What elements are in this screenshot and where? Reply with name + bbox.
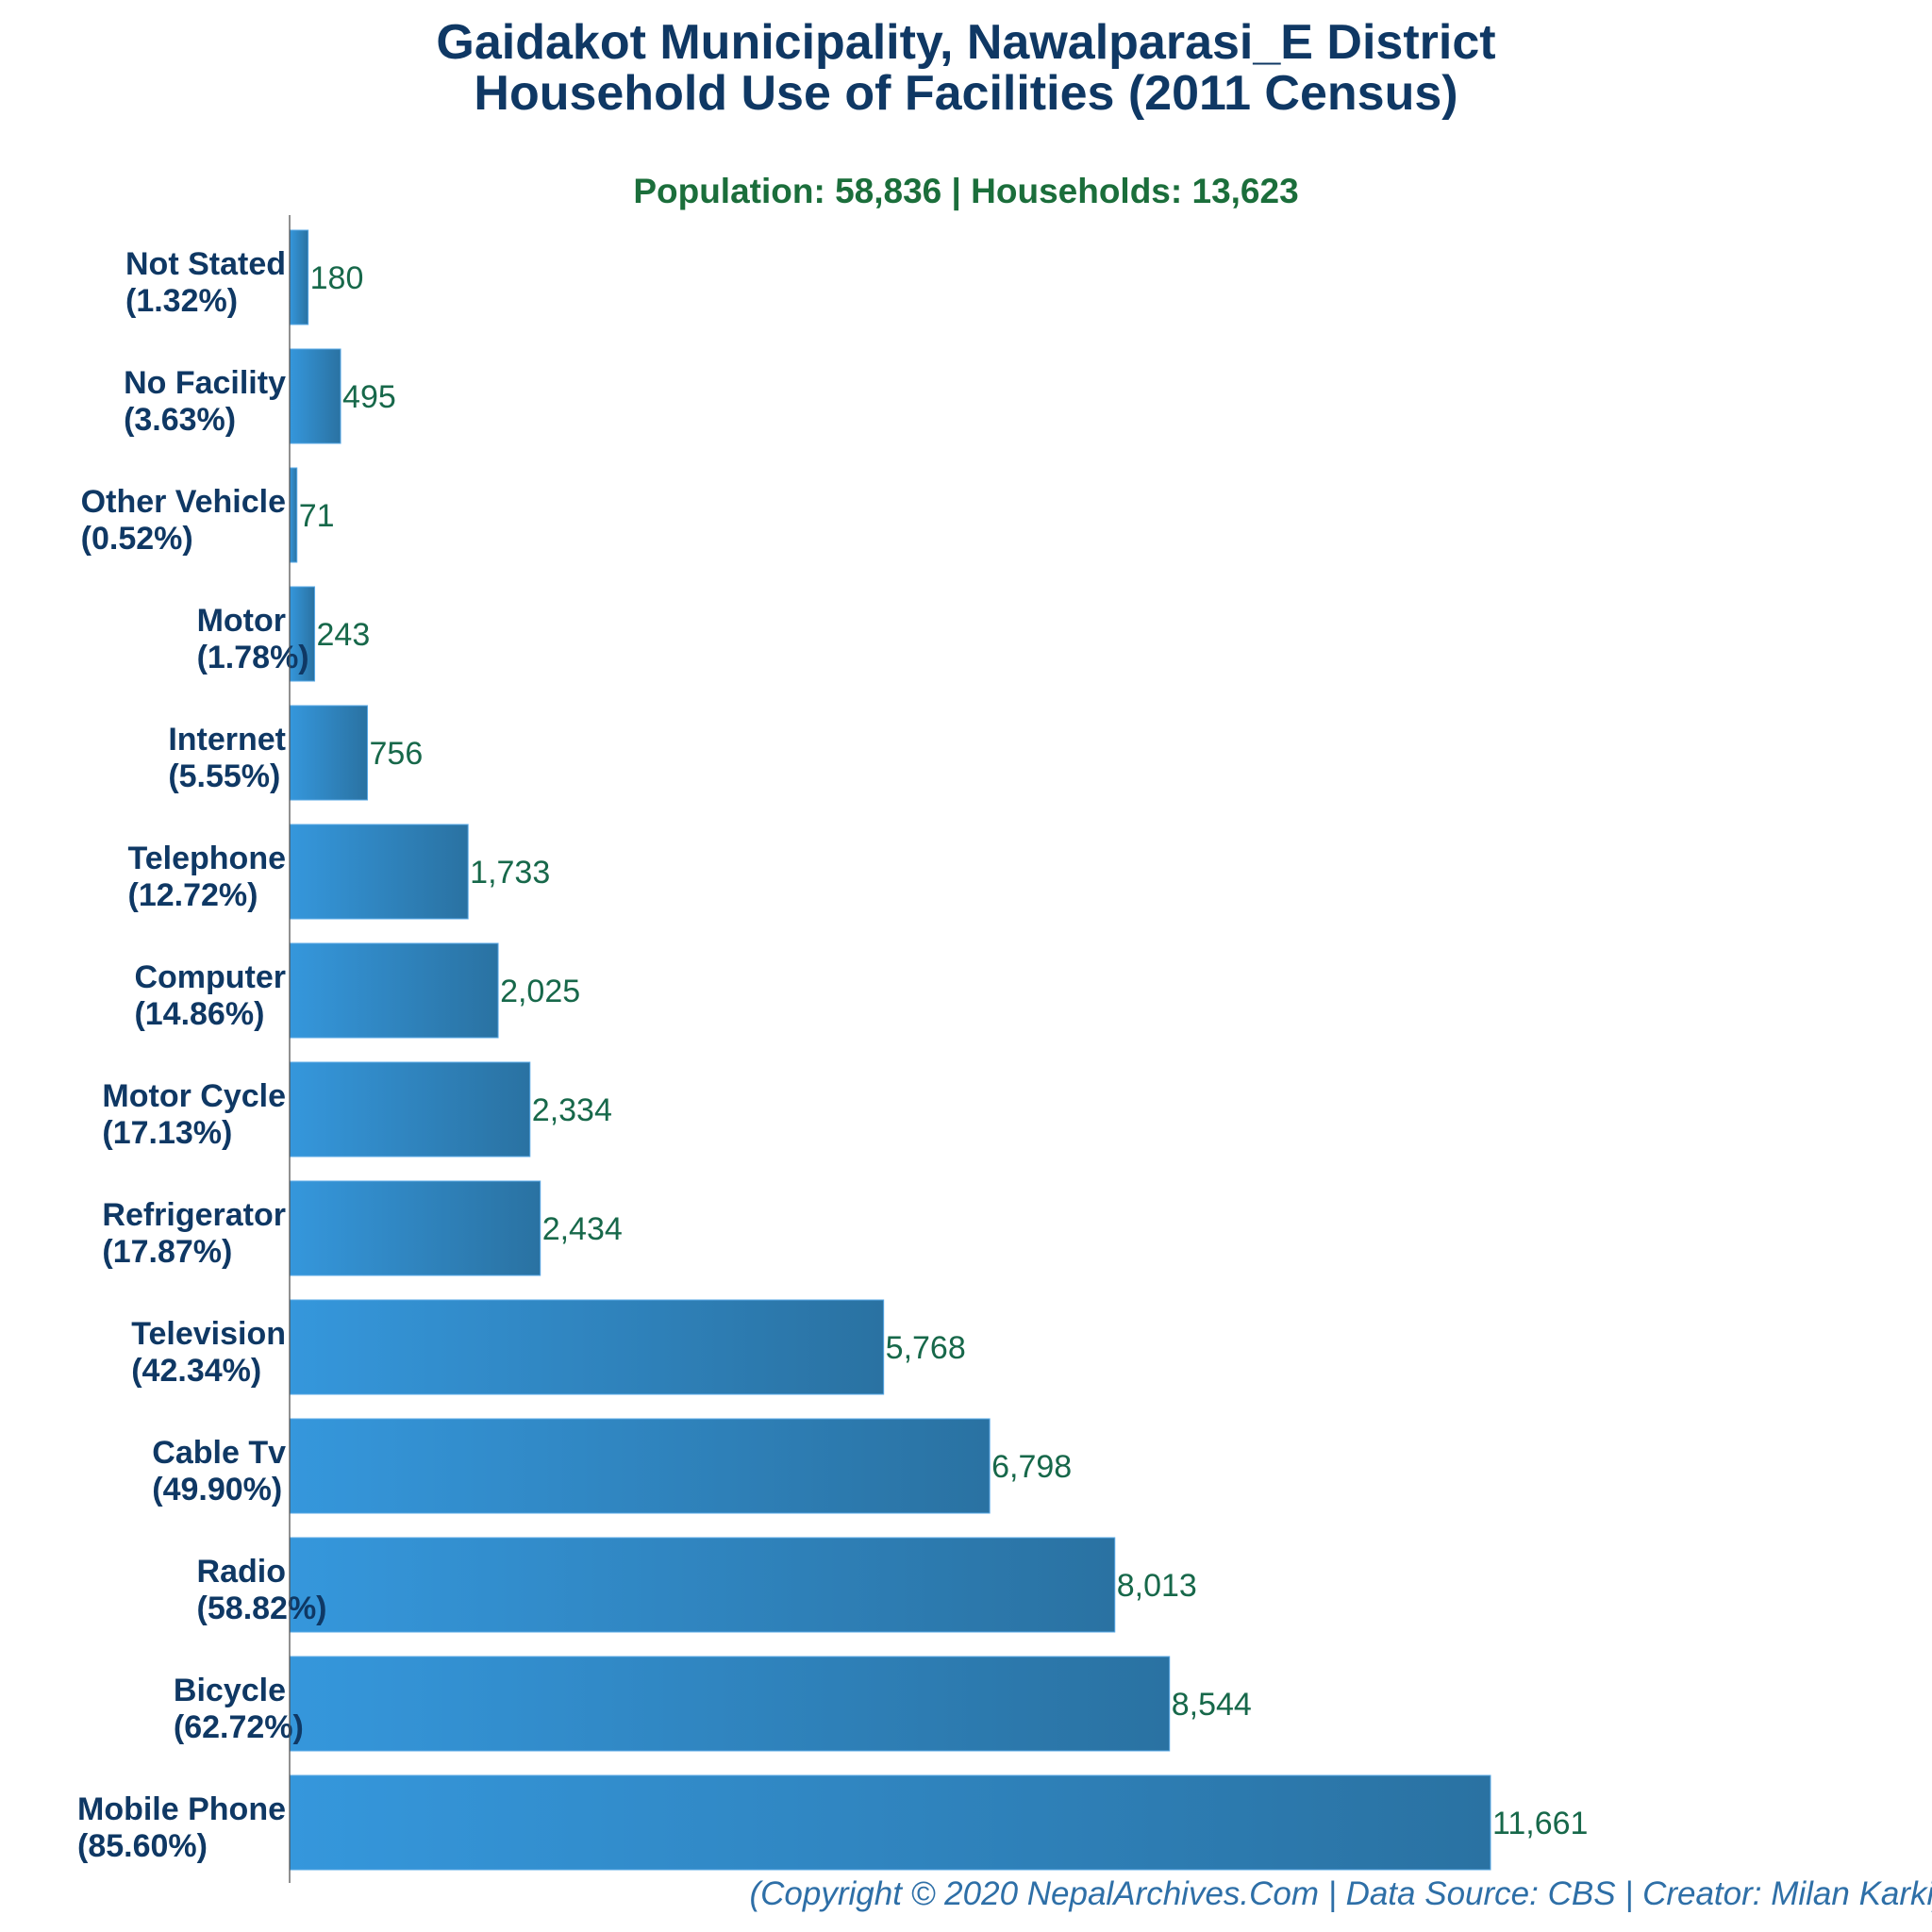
- bar-motor: [289, 586, 316, 682]
- bar-motor-cycle: [289, 1061, 531, 1158]
- bar-other-vehicle: [289, 467, 298, 563]
- bar-internet: [289, 705, 369, 801]
- category-label: Telephone: [128, 841, 287, 876]
- bar-cable-tv: [289, 1418, 991, 1514]
- percent-label: (17.87%): [102, 1234, 232, 1270]
- category-label: Computer: [134, 959, 286, 995]
- chart-subtitle: Population: 58,836 | Households: 13,623: [633, 172, 1299, 210]
- bar-computer: [289, 942, 499, 1039]
- category-label: Cable Tv: [152, 1435, 286, 1471]
- bar-television: [289, 1299, 885, 1395]
- category-label: No Facility: [124, 365, 286, 401]
- percent-label: (0.52%): [81, 521, 193, 557]
- value-label: 495: [342, 379, 396, 415]
- value-label: 2,334: [532, 1092, 612, 1128]
- value-label: 8,544: [1172, 1687, 1252, 1723]
- value-label: 243: [317, 617, 371, 653]
- chart-title: Gaidakot Municipality, Nawalparasi_E Dis…: [0, 17, 1932, 119]
- category-label: Internet: [168, 722, 286, 758]
- percent-label: (42.34%): [131, 1353, 261, 1389]
- value-label: 6,798: [991, 1449, 1072, 1485]
- percent-label: (49.90%): [152, 1472, 282, 1507]
- footer-credit: (Copyright © 2020 NepalArchives.Com | Da…: [749, 1875, 1932, 1912]
- category-label: Other Vehicle: [81, 484, 286, 520]
- category-label: Not Stated: [125, 246, 286, 282]
- value-label: 11,661: [1492, 1806, 1588, 1841]
- value-label: 5,768: [886, 1330, 966, 1366]
- title-line-2: Household Use of Facilities (2011 Census…: [474, 66, 1458, 121]
- value-label: 2,434: [542, 1211, 623, 1247]
- percent-label: (3.63%): [124, 402, 236, 438]
- value-label: 1,733: [470, 855, 550, 891]
- bar-bicycle: [289, 1656, 1171, 1752]
- category-label: Television: [131, 1316, 286, 1352]
- percent-label: (1.32%): [125, 283, 238, 319]
- percent-label: (62.72%): [174, 1709, 304, 1745]
- title-line-1: Gaidakot Municipality, Nawalparasi_E Dis…: [436, 15, 1496, 70]
- category-label: Motor: [197, 603, 286, 639]
- value-label: 8,013: [1117, 1568, 1197, 1604]
- bar-telephone: [289, 824, 469, 920]
- value-label: 71: [299, 498, 335, 534]
- percent-label: (58.82%): [197, 1591, 327, 1626]
- percent-label: (85.60%): [77, 1828, 208, 1864]
- bar-mobile-phone: [289, 1774, 1491, 1871]
- category-label: Bicycle: [174, 1673, 286, 1708]
- category-label: Radio: [197, 1554, 286, 1590]
- value-label: 756: [370, 736, 424, 772]
- bar-not-stated: [289, 229, 309, 325]
- bar-no-facility: [289, 348, 341, 444]
- percent-label: (5.55%): [168, 758, 280, 794]
- value-label: 180: [310, 260, 364, 296]
- value-label: 2,025: [500, 974, 580, 1009]
- percent-label: (12.72%): [128, 877, 258, 913]
- percent-label: (17.13%): [102, 1115, 232, 1151]
- category-label: Motor Cycle: [102, 1078, 286, 1114]
- percent-label: (1.78%): [197, 640, 309, 675]
- bar-radio: [289, 1537, 1116, 1633]
- category-label: Mobile Phone: [77, 1791, 286, 1827]
- percent-label: (14.86%): [134, 996, 264, 1032]
- category-label: Refrigerator: [102, 1197, 286, 1233]
- bar-refrigerator: [289, 1180, 541, 1276]
